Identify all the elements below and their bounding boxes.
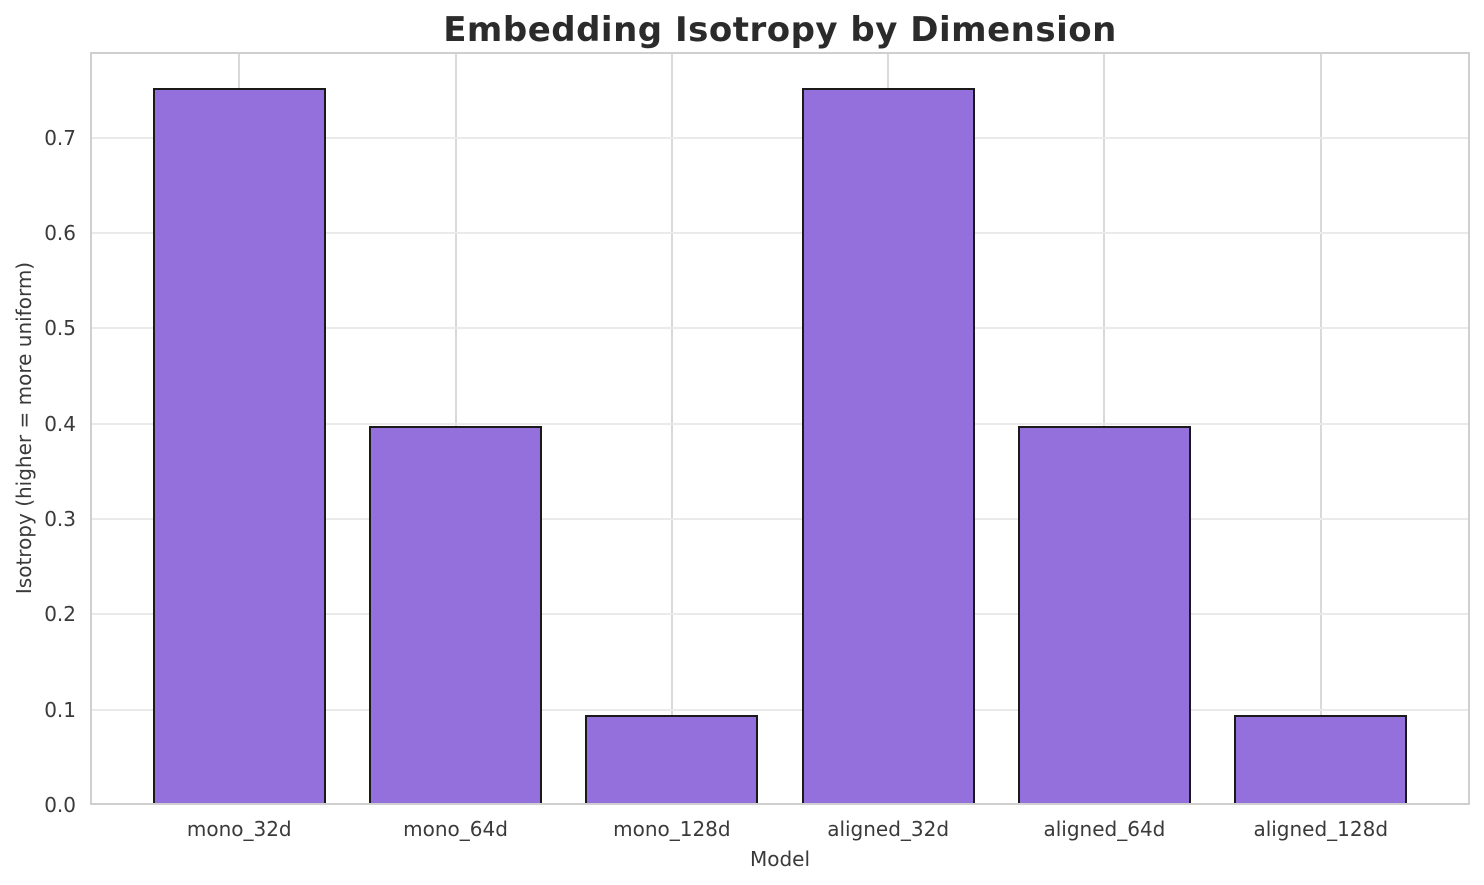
ytick-label-0.3: 0.3 [44, 507, 76, 532]
h-gridline-0.2 [90, 613, 1470, 616]
h-gridline-0.7 [90, 136, 1470, 139]
h-gridline-0.3 [90, 518, 1470, 521]
plot-area [90, 52, 1470, 805]
bar-aligned_128d [1234, 715, 1408, 805]
ytick-label-0.2: 0.2 [44, 602, 76, 627]
x-axis-label: Model [749, 847, 811, 871]
v-gridline-aligned_128d [1319, 52, 1322, 805]
h-gridline-0.1 [90, 708, 1470, 711]
bar-mono_128d [585, 715, 759, 805]
xtick-label-aligned_128d: aligned_128d [1253, 817, 1389, 841]
h-gridline-0.6 [90, 232, 1470, 235]
chart-title: Embedding Isotropy by Dimension [443, 10, 1117, 50]
bar-aligned_32d [801, 88, 975, 805]
xtick-label-aligned_32d: aligned_32d [827, 817, 950, 841]
ytick-label-0.6: 0.6 [44, 221, 76, 246]
xtick-label-aligned_64d: aligned_64d [1043, 817, 1166, 841]
xtick-label-mono_64d: mono_64d [403, 817, 508, 841]
ytick-label-0.4: 0.4 [44, 411, 76, 436]
xtick-label-mono_128d: mono_128d [613, 817, 731, 841]
bar-mono_32d [152, 88, 326, 805]
v-gridline-mono_128d [670, 52, 673, 805]
xtick-label-mono_32d: mono_32d [186, 817, 292, 841]
ytick-label-0.7: 0.7 [44, 125, 76, 150]
h-gridline-0.4 [90, 422, 1470, 425]
bar-mono_64d [369, 425, 543, 805]
h-gridline-0.5 [90, 327, 1470, 330]
ytick-label-0.0: 0.0 [44, 793, 76, 817]
ytick-label-0.1: 0.1 [44, 697, 76, 722]
bar-aligned_64d [1017, 425, 1191, 805]
ytick-label-0.5: 0.5 [44, 316, 76, 341]
